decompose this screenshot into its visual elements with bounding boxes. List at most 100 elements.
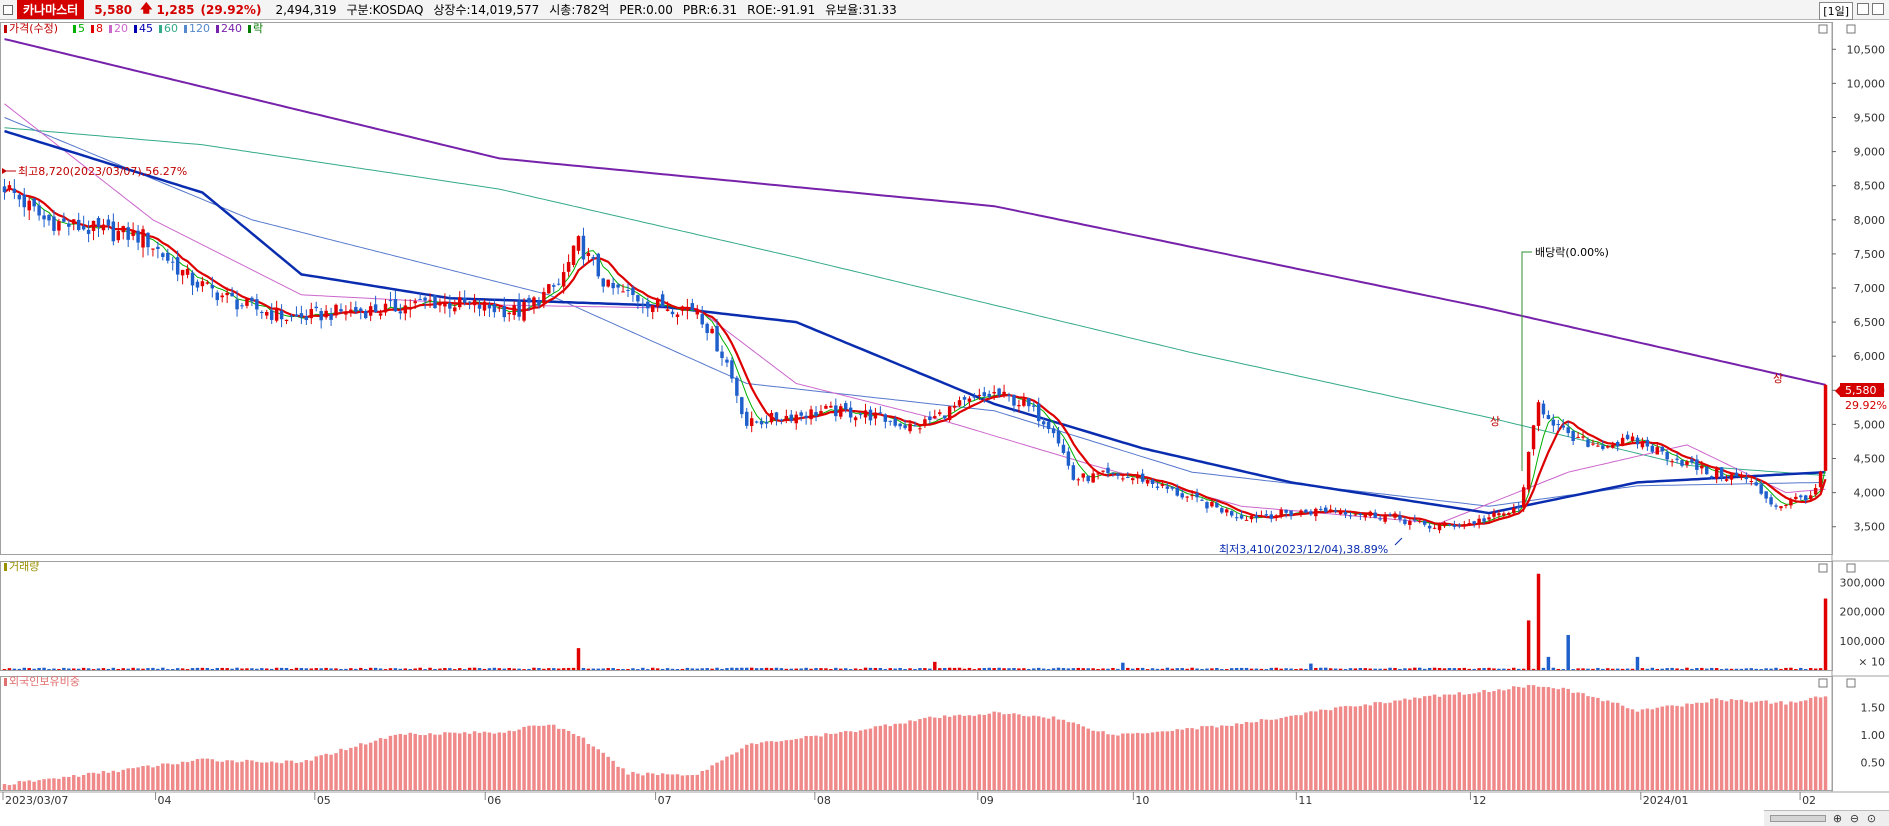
candle-body	[1279, 509, 1283, 517]
foreign-bar	[215, 761, 219, 790]
foreign-bar	[1502, 690, 1506, 790]
volume-bar	[735, 667, 739, 670]
candle-body	[843, 403, 848, 410]
foreign-bar	[888, 726, 892, 790]
candle-body	[893, 418, 897, 426]
foreign-bar	[1536, 686, 1541, 790]
candle-body	[735, 377, 739, 396]
volume-tick-label: 200,000	[1840, 606, 1886, 619]
foreign-bar	[1383, 703, 1387, 790]
volume-bar	[858, 669, 863, 670]
zoom-out-icon[interactable]: ⊖	[1849, 812, 1860, 825]
ma-legend-marker	[109, 25, 112, 33]
panel-restore-icon	[1818, 24, 1828, 34]
foreign-bar	[1635, 711, 1640, 790]
volume-bar	[1531, 668, 1536, 670]
foreign-bar	[1670, 705, 1674, 790]
foreign-bar	[1032, 715, 1036, 790]
candle-body	[260, 312, 264, 314]
candle-body	[923, 419, 927, 427]
volume-bar	[566, 667, 571, 670]
candle-body	[359, 308, 363, 312]
volume-bar	[304, 668, 309, 670]
volume-bar	[67, 668, 71, 670]
candle-body	[759, 421, 764, 425]
foreign-bar	[942, 715, 947, 790]
volume-bar	[1131, 668, 1135, 670]
foreign-bar	[1695, 702, 1699, 790]
foreign-bar	[611, 760, 615, 790]
select-checkbox[interactable]	[3, 4, 13, 15]
close-window-icon[interactable]	[1872, 3, 1884, 15]
candle-body	[1571, 431, 1575, 441]
candle-body	[482, 301, 487, 311]
candle-body	[166, 252, 170, 261]
volume-bar	[1234, 667, 1239, 670]
foreign-ownership-bars[interactable]	[2, 684, 1828, 790]
foreign-bar	[601, 752, 605, 790]
zoom-in-icon[interactable]: ⊕	[1832, 812, 1843, 825]
foreign-bar	[848, 731, 853, 790]
candle-body	[1729, 474, 1734, 480]
candle-body	[616, 284, 620, 288]
volume-bar	[32, 668, 36, 670]
foreign-bar	[388, 735, 393, 790]
restore-window-icon[interactable]	[1857, 3, 1869, 15]
zoom-reset-icon[interactable]: ⊙	[1866, 812, 1877, 825]
candle-body	[1675, 458, 1679, 460]
foreign-bar	[789, 739, 794, 790]
candle-body	[1091, 473, 1095, 483]
candle-body	[1165, 486, 1170, 489]
candle-body	[532, 297, 536, 307]
foreign-bar	[1116, 735, 1120, 790]
ma240-line	[4, 38, 1826, 386]
volume-bar	[576, 648, 581, 670]
foreign-bar	[1526, 684, 1531, 790]
candlesticks[interactable]	[2, 178, 1828, 534]
candle-body	[1408, 520, 1412, 525]
volume-bars[interactable]	[2, 573, 1828, 670]
candle-body	[913, 425, 917, 427]
volume-bar	[111, 667, 116, 670]
volume-bar	[517, 668, 521, 670]
candle-body	[982, 392, 987, 397]
foreign-bar	[809, 736, 813, 790]
foreign-bar	[428, 733, 432, 790]
candle-body	[398, 311, 403, 314]
volume-bar	[497, 668, 502, 670]
candle-body	[547, 284, 551, 294]
period-selector[interactable]: [1일]	[1819, 2, 1853, 20]
volume-bar	[740, 667, 744, 670]
candle-body	[1121, 478, 1125, 480]
scroll-thumb[interactable]	[1770, 815, 1826, 822]
candle-body	[715, 325, 719, 352]
candle-body	[764, 421, 769, 424]
foreign-bar	[1378, 702, 1382, 790]
volume-bar	[725, 668, 729, 670]
candle-body	[1027, 397, 1031, 407]
candle-body	[1794, 496, 1798, 500]
candle-body	[205, 282, 210, 284]
candle-body	[91, 220, 96, 231]
volume-bar	[1413, 667, 1417, 670]
foreign-bar	[185, 762, 190, 790]
foreign-bar	[96, 773, 101, 790]
ma-legend-marker	[216, 25, 219, 33]
foreign-bar	[166, 763, 170, 790]
candle-body	[1150, 479, 1155, 485]
chart-scrollbar[interactable]: ⊕ ⊖ ⊙	[1764, 810, 1889, 826]
candle-body	[354, 307, 358, 312]
candle-body	[1596, 445, 1600, 447]
candle-body	[1126, 477, 1130, 479]
candle-body	[265, 312, 269, 316]
volume-bar	[537, 668, 541, 670]
stock-name[interactable]: 카나마스터	[17, 0, 85, 19]
panel-frames	[0, 22, 1889, 793]
foreign-bar	[467, 733, 472, 790]
candle-body	[453, 307, 457, 312]
candle-body	[670, 311, 675, 315]
volume-bar	[1744, 668, 1749, 670]
foreign-bar	[641, 775, 645, 790]
